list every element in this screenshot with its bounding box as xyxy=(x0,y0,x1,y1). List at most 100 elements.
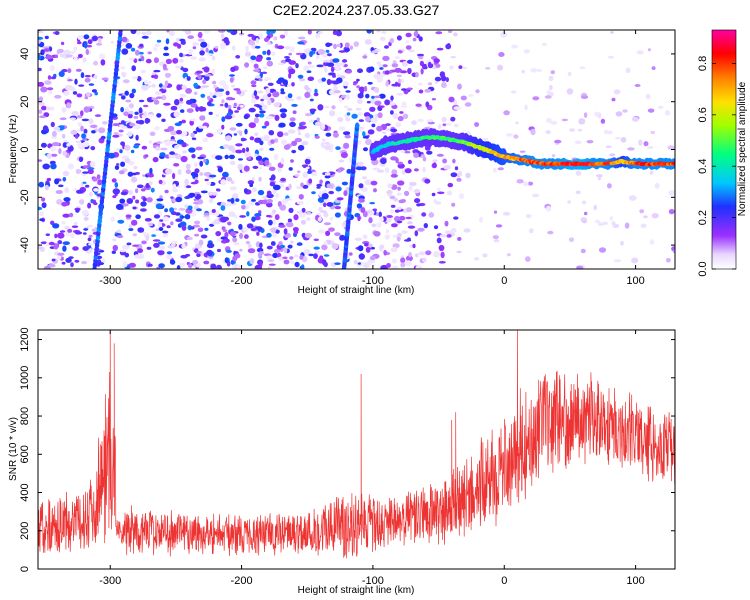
noise-blob xyxy=(120,161,126,167)
noise-blob xyxy=(511,44,519,49)
noise-blob xyxy=(609,216,613,221)
noise-blob xyxy=(153,57,159,64)
noise-blob xyxy=(395,122,402,128)
noise-blob xyxy=(187,49,193,55)
noise-blob xyxy=(162,230,169,234)
noise-blob xyxy=(407,221,413,225)
noise-blob xyxy=(316,186,321,189)
noise-blob xyxy=(634,84,641,87)
noise-blob xyxy=(69,117,76,121)
noise-blob xyxy=(431,192,436,197)
noise-blob xyxy=(441,116,447,123)
noise-blob xyxy=(200,93,206,98)
noise-blob xyxy=(81,118,90,122)
noise-blob xyxy=(146,246,152,250)
noise-blob xyxy=(159,245,166,250)
noise-blob xyxy=(203,215,210,218)
noise-blob xyxy=(280,177,286,182)
noise-blob xyxy=(197,31,203,39)
noise-blob xyxy=(219,103,224,107)
colorbar: 0.0 0.2 0.4 0.6 0.8 Normalized spectral ampl… xyxy=(697,29,748,277)
noise-blob xyxy=(93,74,98,80)
noise-blob xyxy=(373,73,381,80)
noise-blob xyxy=(82,141,90,148)
noise-blob xyxy=(157,241,166,245)
noise-blob xyxy=(111,250,117,254)
noise-blob xyxy=(607,55,615,59)
noise-blob xyxy=(222,171,229,178)
noise-blob xyxy=(342,80,349,87)
noise-blob xyxy=(224,114,233,120)
noise-blob xyxy=(121,203,129,207)
noise-blob xyxy=(304,113,313,117)
noise-blob xyxy=(176,129,182,135)
noise-blob xyxy=(597,176,602,181)
noise-blob xyxy=(385,80,389,87)
noise-blob xyxy=(151,75,155,78)
noise-blob xyxy=(405,216,412,220)
noise-blob xyxy=(236,264,241,269)
noise-blob xyxy=(280,157,285,165)
noise-blob xyxy=(141,145,148,150)
noise-blob xyxy=(271,51,276,56)
noise-blob xyxy=(178,207,186,211)
noise-blob xyxy=(249,136,255,141)
noise-blob xyxy=(233,242,240,245)
noise-blob xyxy=(545,130,551,135)
noise-blob xyxy=(264,159,270,166)
noise-blob xyxy=(62,177,67,182)
noise-blob xyxy=(230,97,236,101)
noise-blob xyxy=(258,78,263,82)
noise-blob xyxy=(226,177,233,182)
noise-blob xyxy=(438,244,445,252)
noise-blob xyxy=(315,33,321,39)
noise-blob xyxy=(211,55,216,61)
noise-blob xyxy=(123,111,129,117)
noise-blob xyxy=(444,220,449,227)
noise-blob xyxy=(254,45,261,49)
noise-blob xyxy=(243,114,249,120)
noise-blob xyxy=(179,262,185,268)
noise-blob xyxy=(289,256,294,260)
noise-blob xyxy=(182,142,187,147)
noise-blob xyxy=(343,105,349,109)
noise-blob xyxy=(130,30,137,35)
noise-blob xyxy=(296,96,302,101)
noise-blob xyxy=(112,238,117,242)
noise-blob xyxy=(379,163,386,167)
noise-blob xyxy=(615,137,621,140)
noise-blob xyxy=(379,105,385,108)
noise-blob xyxy=(418,36,423,42)
noise-blob xyxy=(390,247,397,252)
noise-blob xyxy=(274,138,279,143)
noise-blob xyxy=(131,219,138,226)
noise-blob xyxy=(186,236,193,241)
noise-blob xyxy=(390,101,395,105)
noise-blob xyxy=(245,45,249,52)
noise-blob xyxy=(357,215,361,222)
noise-blob xyxy=(631,257,639,264)
noise-blob xyxy=(554,139,562,144)
snr-y-tick-label: 400 xyxy=(19,483,31,501)
noise-blob xyxy=(112,134,120,138)
noise-blob xyxy=(513,134,519,139)
noise-blob xyxy=(441,82,447,89)
noise-blob xyxy=(62,133,66,139)
noise-blob xyxy=(122,244,130,250)
noise-blob xyxy=(396,74,402,78)
noise-blob xyxy=(300,121,306,126)
noise-blob xyxy=(197,74,202,80)
noise-blob xyxy=(333,43,337,50)
noise-blob xyxy=(98,127,106,134)
noise-blob xyxy=(45,54,53,60)
noise-blob xyxy=(57,252,65,256)
noise-blob xyxy=(376,30,381,33)
noise-blob xyxy=(314,250,321,254)
noise-blob xyxy=(144,218,152,222)
noise-blob xyxy=(282,256,288,260)
noise-blob xyxy=(299,254,304,260)
noise-blob xyxy=(286,221,294,228)
noise-blob xyxy=(244,128,248,135)
noise-blob xyxy=(358,119,364,122)
noise-blob xyxy=(323,212,329,218)
